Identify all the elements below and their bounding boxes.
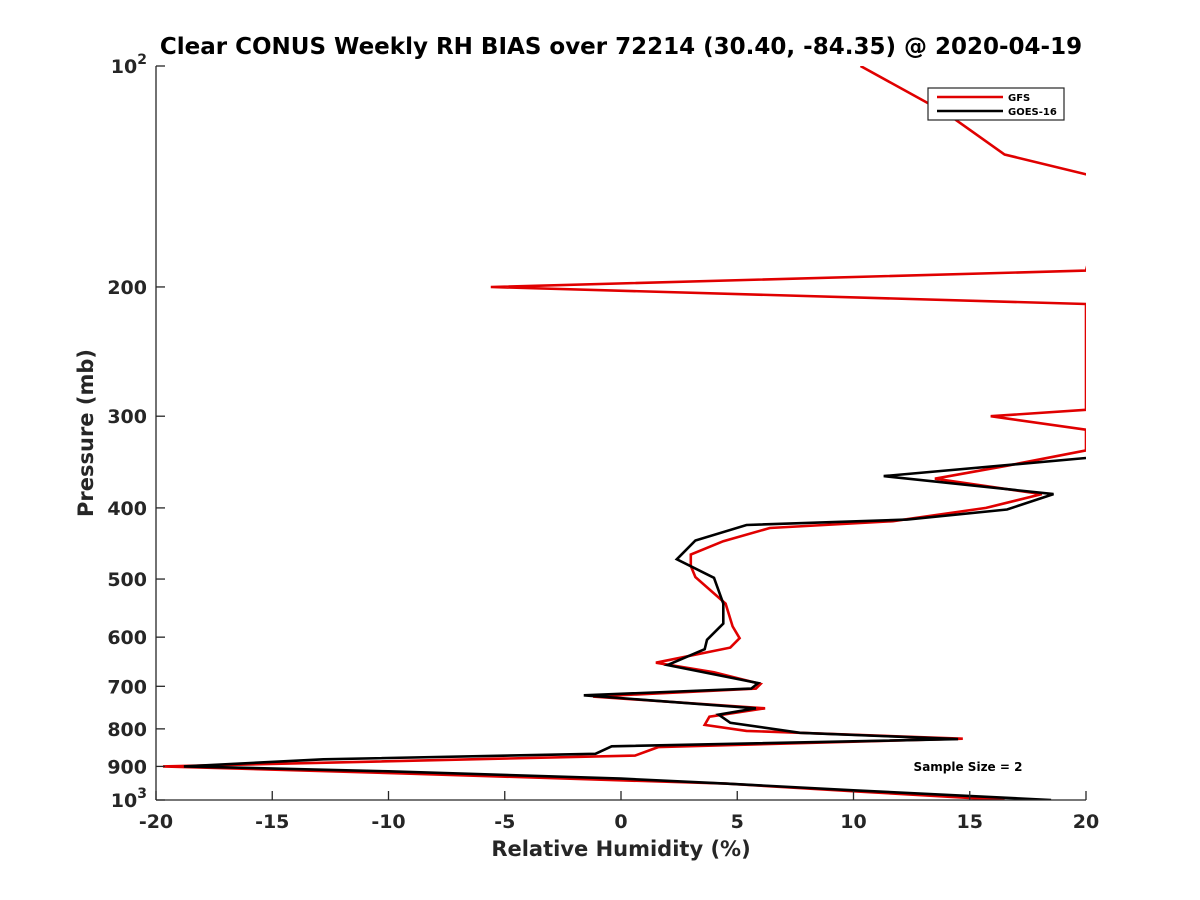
y-tick-label: 103: [111, 786, 147, 812]
y-tick-label: 102: [111, 52, 147, 78]
y-tick-label: 400: [107, 498, 147, 520]
y-tick-label: 700: [107, 676, 147, 698]
x-tick-label: 15: [957, 811, 983, 833]
y-tick-label: 300: [107, 406, 147, 428]
series-line-gfs: [162, 66, 1086, 800]
x-tick-label: -15: [255, 811, 289, 833]
series-layer: [162, 66, 1086, 800]
y-tick-label: 200: [107, 277, 147, 299]
chart-title: Clear CONUS Weekly RH BIAS over 72214 (3…: [160, 34, 1082, 60]
x-tick-label: -10: [371, 811, 405, 833]
y-tick-label: 900: [107, 756, 147, 778]
x-tick-label: 5: [731, 811, 744, 833]
legend: GFS GOES-16: [927, 87, 1065, 121]
sample-size-annotation: Sample Size = 2: [914, 760, 1023, 774]
legend-label-goes16: GOES-16: [1008, 107, 1057, 118]
x-axis-label: Relative Humidity (%): [491, 837, 750, 861]
legend-label-gfs: GFS: [1008, 93, 1030, 104]
y-tick-label: 500: [107, 569, 147, 591]
x-tick-label: -5: [494, 811, 515, 833]
x-tick-label: -20: [139, 811, 173, 833]
x-tick-label: 0: [614, 811, 627, 833]
legend-box: [927, 87, 1065, 121]
x-tick-label: 20: [1073, 811, 1099, 833]
y-axis-label: Pressure (mb): [74, 349, 98, 517]
x-tick-label: 10: [840, 811, 866, 833]
y-tick-label: 600: [107, 627, 147, 649]
series-line-goes16: [183, 456, 1086, 800]
y-tick-label: 800: [107, 719, 147, 741]
axes-layer: -20 -15 -10 -5 0 5 10 15 20 102 200 300 400 500 600 700…: [107, 52, 1099, 833]
